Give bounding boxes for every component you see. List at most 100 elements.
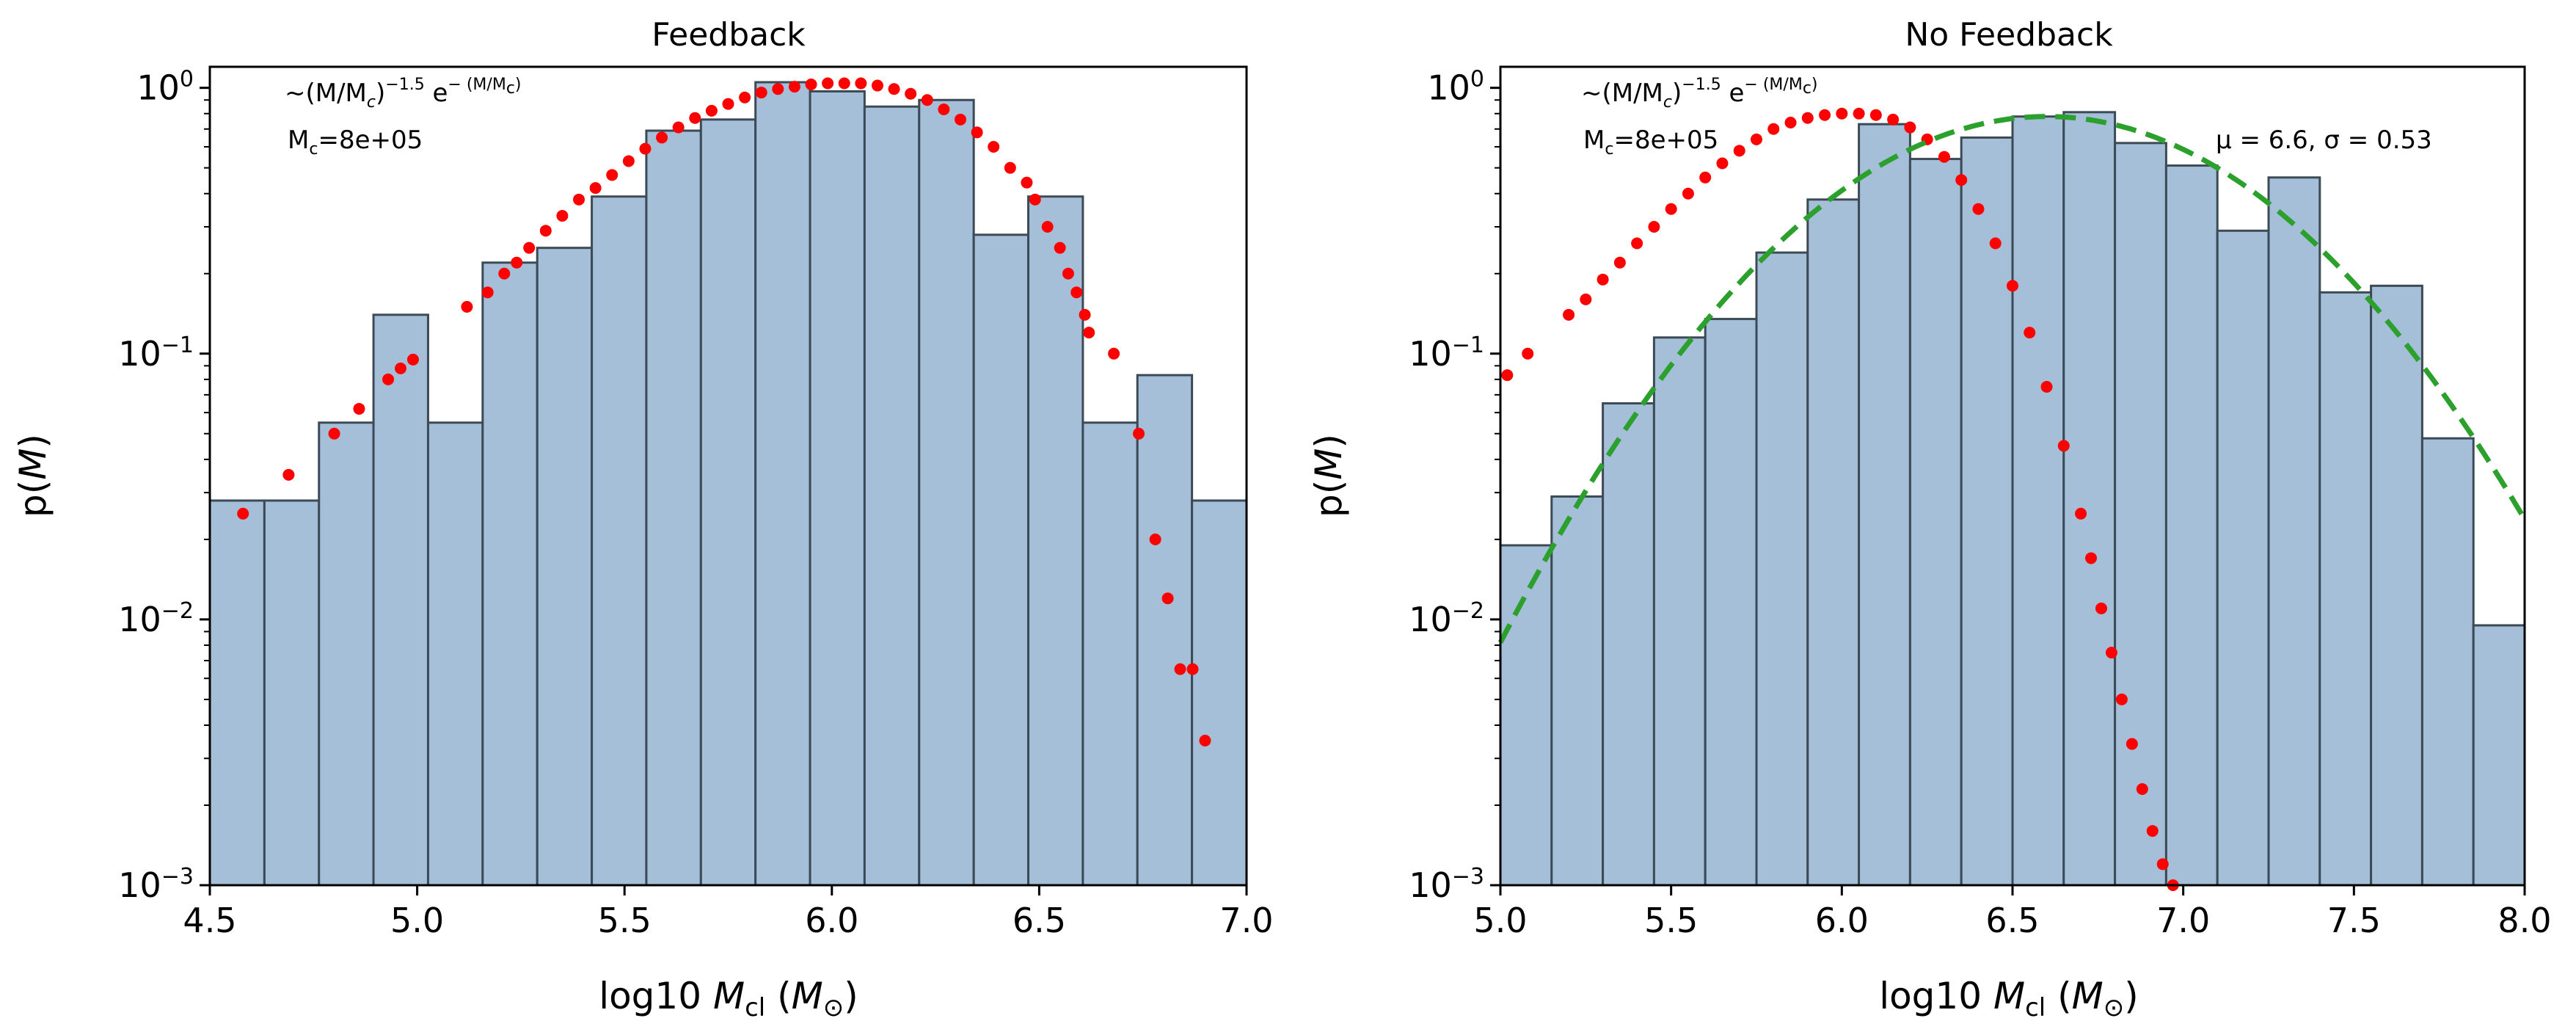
mc-annotation-no-feedback: Mc=8e+05 [1583, 126, 1718, 159]
model-point [2126, 738, 2138, 750]
model-point [689, 112, 701, 124]
model-point [1665, 203, 1677, 215]
model-point [1716, 157, 1729, 170]
panel-no-feedback: No Feedback 5.0 5.5 6.0 6.5 7.0 7.5 8.0 10−310… [1307, 16, 2552, 1022]
histogram-bar [2062, 111, 2117, 887]
model-point [2057, 440, 2070, 452]
x-tick-label: 6.0 [805, 901, 858, 940]
histogram-bar [208, 499, 266, 887]
model-point [1108, 347, 1120, 360]
model-point [1161, 592, 1174, 605]
histogram-bar [754, 81, 811, 887]
histogram-bar [372, 313, 429, 887]
y-ticks-feedback: 10−3 10−2 10−1 100 [118, 67, 210, 905]
model-point [1062, 267, 1074, 280]
model-point [1597, 273, 1609, 286]
model-point [639, 142, 652, 155]
model-point [822, 77, 834, 90]
histogram-bar [1499, 544, 1553, 887]
histogram-bar [1191, 499, 1248, 887]
model-point [589, 182, 602, 195]
model-point [1004, 161, 1016, 174]
model-point [1733, 145, 1745, 157]
model-point [498, 267, 511, 280]
x-tick-label: 7.5 [2327, 901, 2381, 940]
model-point [1613, 256, 1626, 269]
model-point [1186, 663, 1199, 675]
model-point [523, 241, 536, 254]
histogram-bar [1960, 136, 2014, 887]
model-point [705, 104, 718, 117]
y-axis-title-feedback: p(M) [12, 434, 54, 517]
histogram-bar [1652, 336, 1707, 887]
y-axis-title-no-feedback: p(M) [1307, 434, 1350, 517]
histogram-bar [318, 421, 375, 887]
fit-parameters-label: μ = 6.6, σ = 0.53 [2216, 126, 2432, 155]
histogram-bars-feedback [208, 81, 1248, 887]
model-point [573, 193, 585, 206]
x-tick-label: 7.0 [2156, 901, 2210, 940]
histogram-bar [1081, 421, 1139, 887]
model-point [1199, 734, 1211, 746]
model-point [1767, 123, 1780, 135]
histogram-bar [2114, 142, 2167, 887]
model-point [2040, 381, 2053, 393]
model-point [237, 507, 249, 520]
model-point [1648, 221, 1660, 233]
model-point [988, 141, 1000, 153]
histogram-bar [2011, 115, 2065, 887]
model-point [556, 210, 569, 222]
model-point [481, 286, 494, 299]
model-point [1041, 221, 1054, 233]
model-point [855, 77, 867, 90]
histogram-bar [863, 105, 921, 887]
x-axis-title-no-feedback: log10 Mcl (M⊙) [1879, 975, 2139, 1022]
model-point [1801, 112, 1814, 124]
x-axis-title-feedback: log10 Mcl (M⊙) [599, 975, 858, 1022]
model-point [1972, 203, 1985, 215]
model-point [2105, 647, 2117, 659]
y-tick-label: 100 [136, 67, 194, 108]
model-point [788, 81, 800, 93]
model-point [1021, 176, 1033, 189]
model-point [1083, 327, 1095, 339]
histogram-bar [699, 118, 757, 887]
model-point [921, 94, 933, 106]
model-point [2156, 858, 2169, 871]
model-points-no-feedback [1501, 107, 2179, 891]
x-ticks-no-feedback: 5.0 5.5 6.0 6.5 7.0 7.5 8.0 [1473, 885, 2552, 940]
model-point [461, 301, 473, 313]
panel-feedback: Feedback 4.5 5.0 5.5 6.0 6.5 7.0 10−3 10−2 10−1… [12, 16, 1274, 1022]
model-point [1563, 308, 1575, 321]
model-point [394, 362, 406, 374]
model-point [1784, 117, 1797, 129]
model-point [622, 155, 635, 167]
model-point [1070, 286, 1083, 299]
model-point [1887, 113, 1900, 126]
histogram-bar [809, 90, 866, 887]
model-point [1174, 663, 1186, 675]
histogram-bar [1550, 495, 1605, 887]
histogram-bars-no-feedback [1499, 111, 2526, 887]
x-tick-label: 7.0 [1219, 901, 1273, 940]
model-point [1631, 237, 1643, 250]
model-point [1836, 107, 1848, 120]
y-tick-label: 10−1 [118, 333, 194, 374]
histogram-bar [2216, 229, 2270, 887]
model-point [938, 103, 950, 115]
histogram-bar [1027, 195, 1084, 887]
histogram-bar [1908, 158, 1963, 887]
formula-annotation-no-feedback: ~(M/Mc)−1.5 e− (M/Mc) [1581, 76, 1818, 112]
model-point [1054, 241, 1066, 254]
histogram-bar [481, 261, 539, 887]
histogram-bar [2370, 284, 2423, 887]
model-point [755, 87, 767, 99]
model-points-feedback [237, 77, 1211, 746]
y-tick-label: 10−3 [1409, 864, 1484, 905]
model-point [2085, 552, 2098, 564]
model-point [606, 169, 619, 181]
histogram-bar [1755, 251, 1809, 887]
model-point [955, 113, 967, 126]
histogram-bar [1806, 198, 1861, 887]
